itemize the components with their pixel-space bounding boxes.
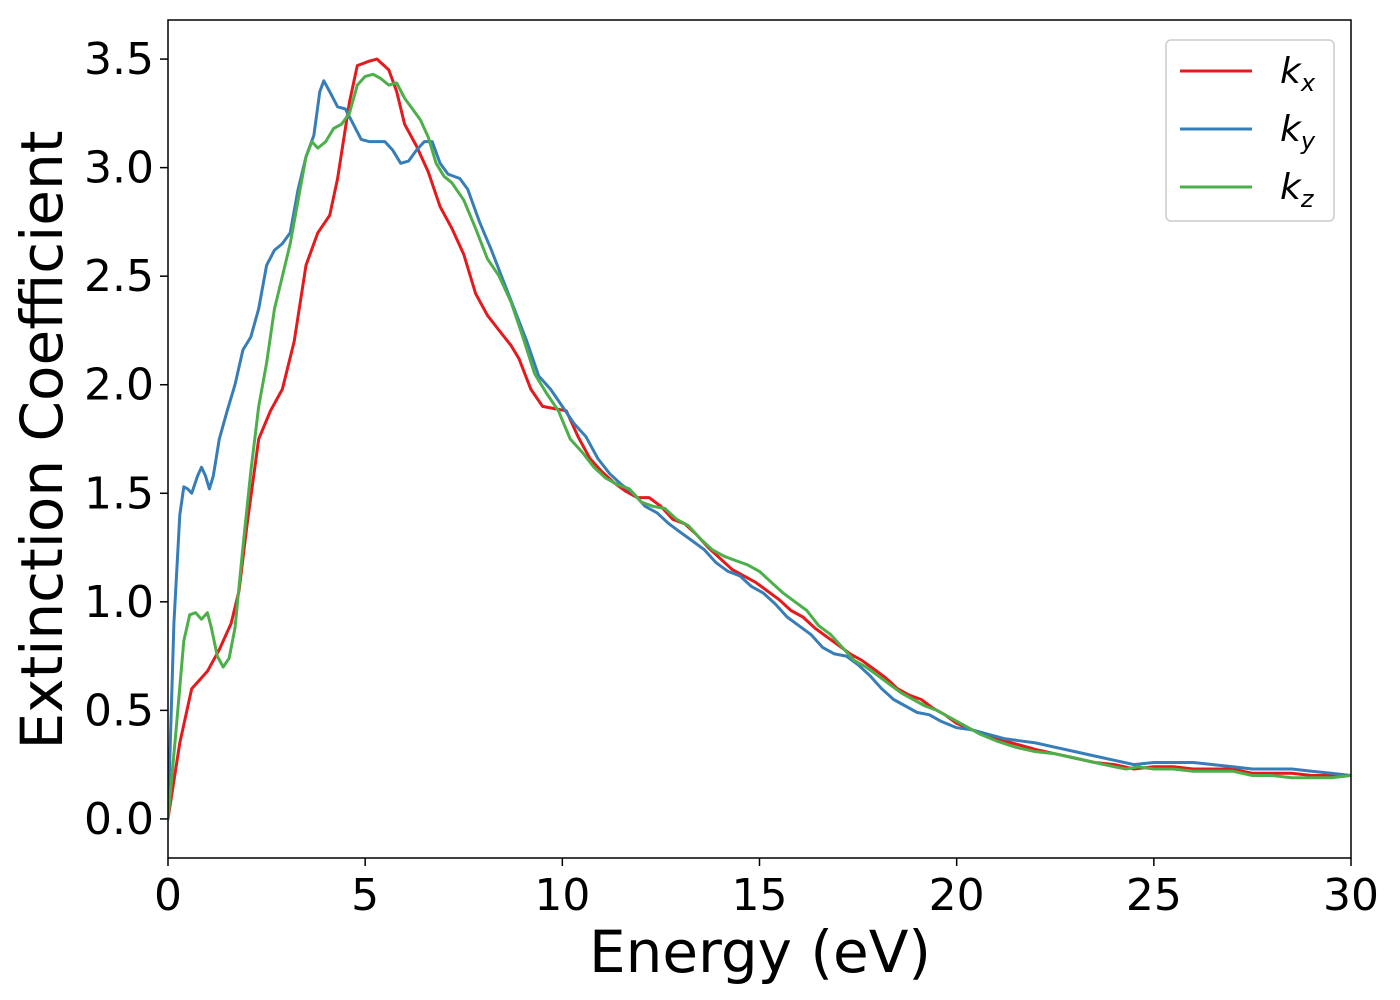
y-tick-label: 1.0: [84, 577, 154, 628]
series-line-kz: [168, 72, 1351, 821]
axis-ticks: 0 5 10 15 20 25 30 0.0 0.5 1.0 1.5 2.0 2.5 3.0 3.5: [84, 34, 1379, 921]
x-tick-label: 30: [1323, 870, 1379, 921]
y-tick-label: 2.0: [84, 360, 154, 411]
x-tick-label: 0: [154, 870, 182, 921]
y-tick-label: 0.5: [84, 685, 154, 736]
legend-label-kx: kx: [1280, 51, 1316, 97]
y-tick-label: 3.0: [84, 143, 154, 194]
y-tick-label: 0.0: [84, 794, 154, 845]
y-tick-label: 3.5: [84, 34, 154, 85]
y-tick-label: 2.5: [84, 251, 154, 302]
y-tick-label: 1.5: [84, 468, 154, 519]
series-layer: [168, 57, 1351, 821]
legend-label-kz: kz: [1280, 167, 1315, 213]
x-axis-title: Energy (eV): [589, 918, 931, 986]
series-line-ky: [168, 79, 1351, 821]
x-tick-label: 15: [732, 870, 788, 921]
x-tick-label: 20: [929, 870, 985, 921]
y-axis-title: Extinction Coefficient: [8, 131, 76, 750]
x-tick-label: 10: [534, 870, 590, 921]
legend: kx ky kz: [1165, 39, 1335, 222]
legend-label-ky: ky: [1280, 109, 1316, 155]
x-tick-label: 5: [351, 870, 379, 921]
x-tick-label: 25: [1126, 870, 1182, 921]
